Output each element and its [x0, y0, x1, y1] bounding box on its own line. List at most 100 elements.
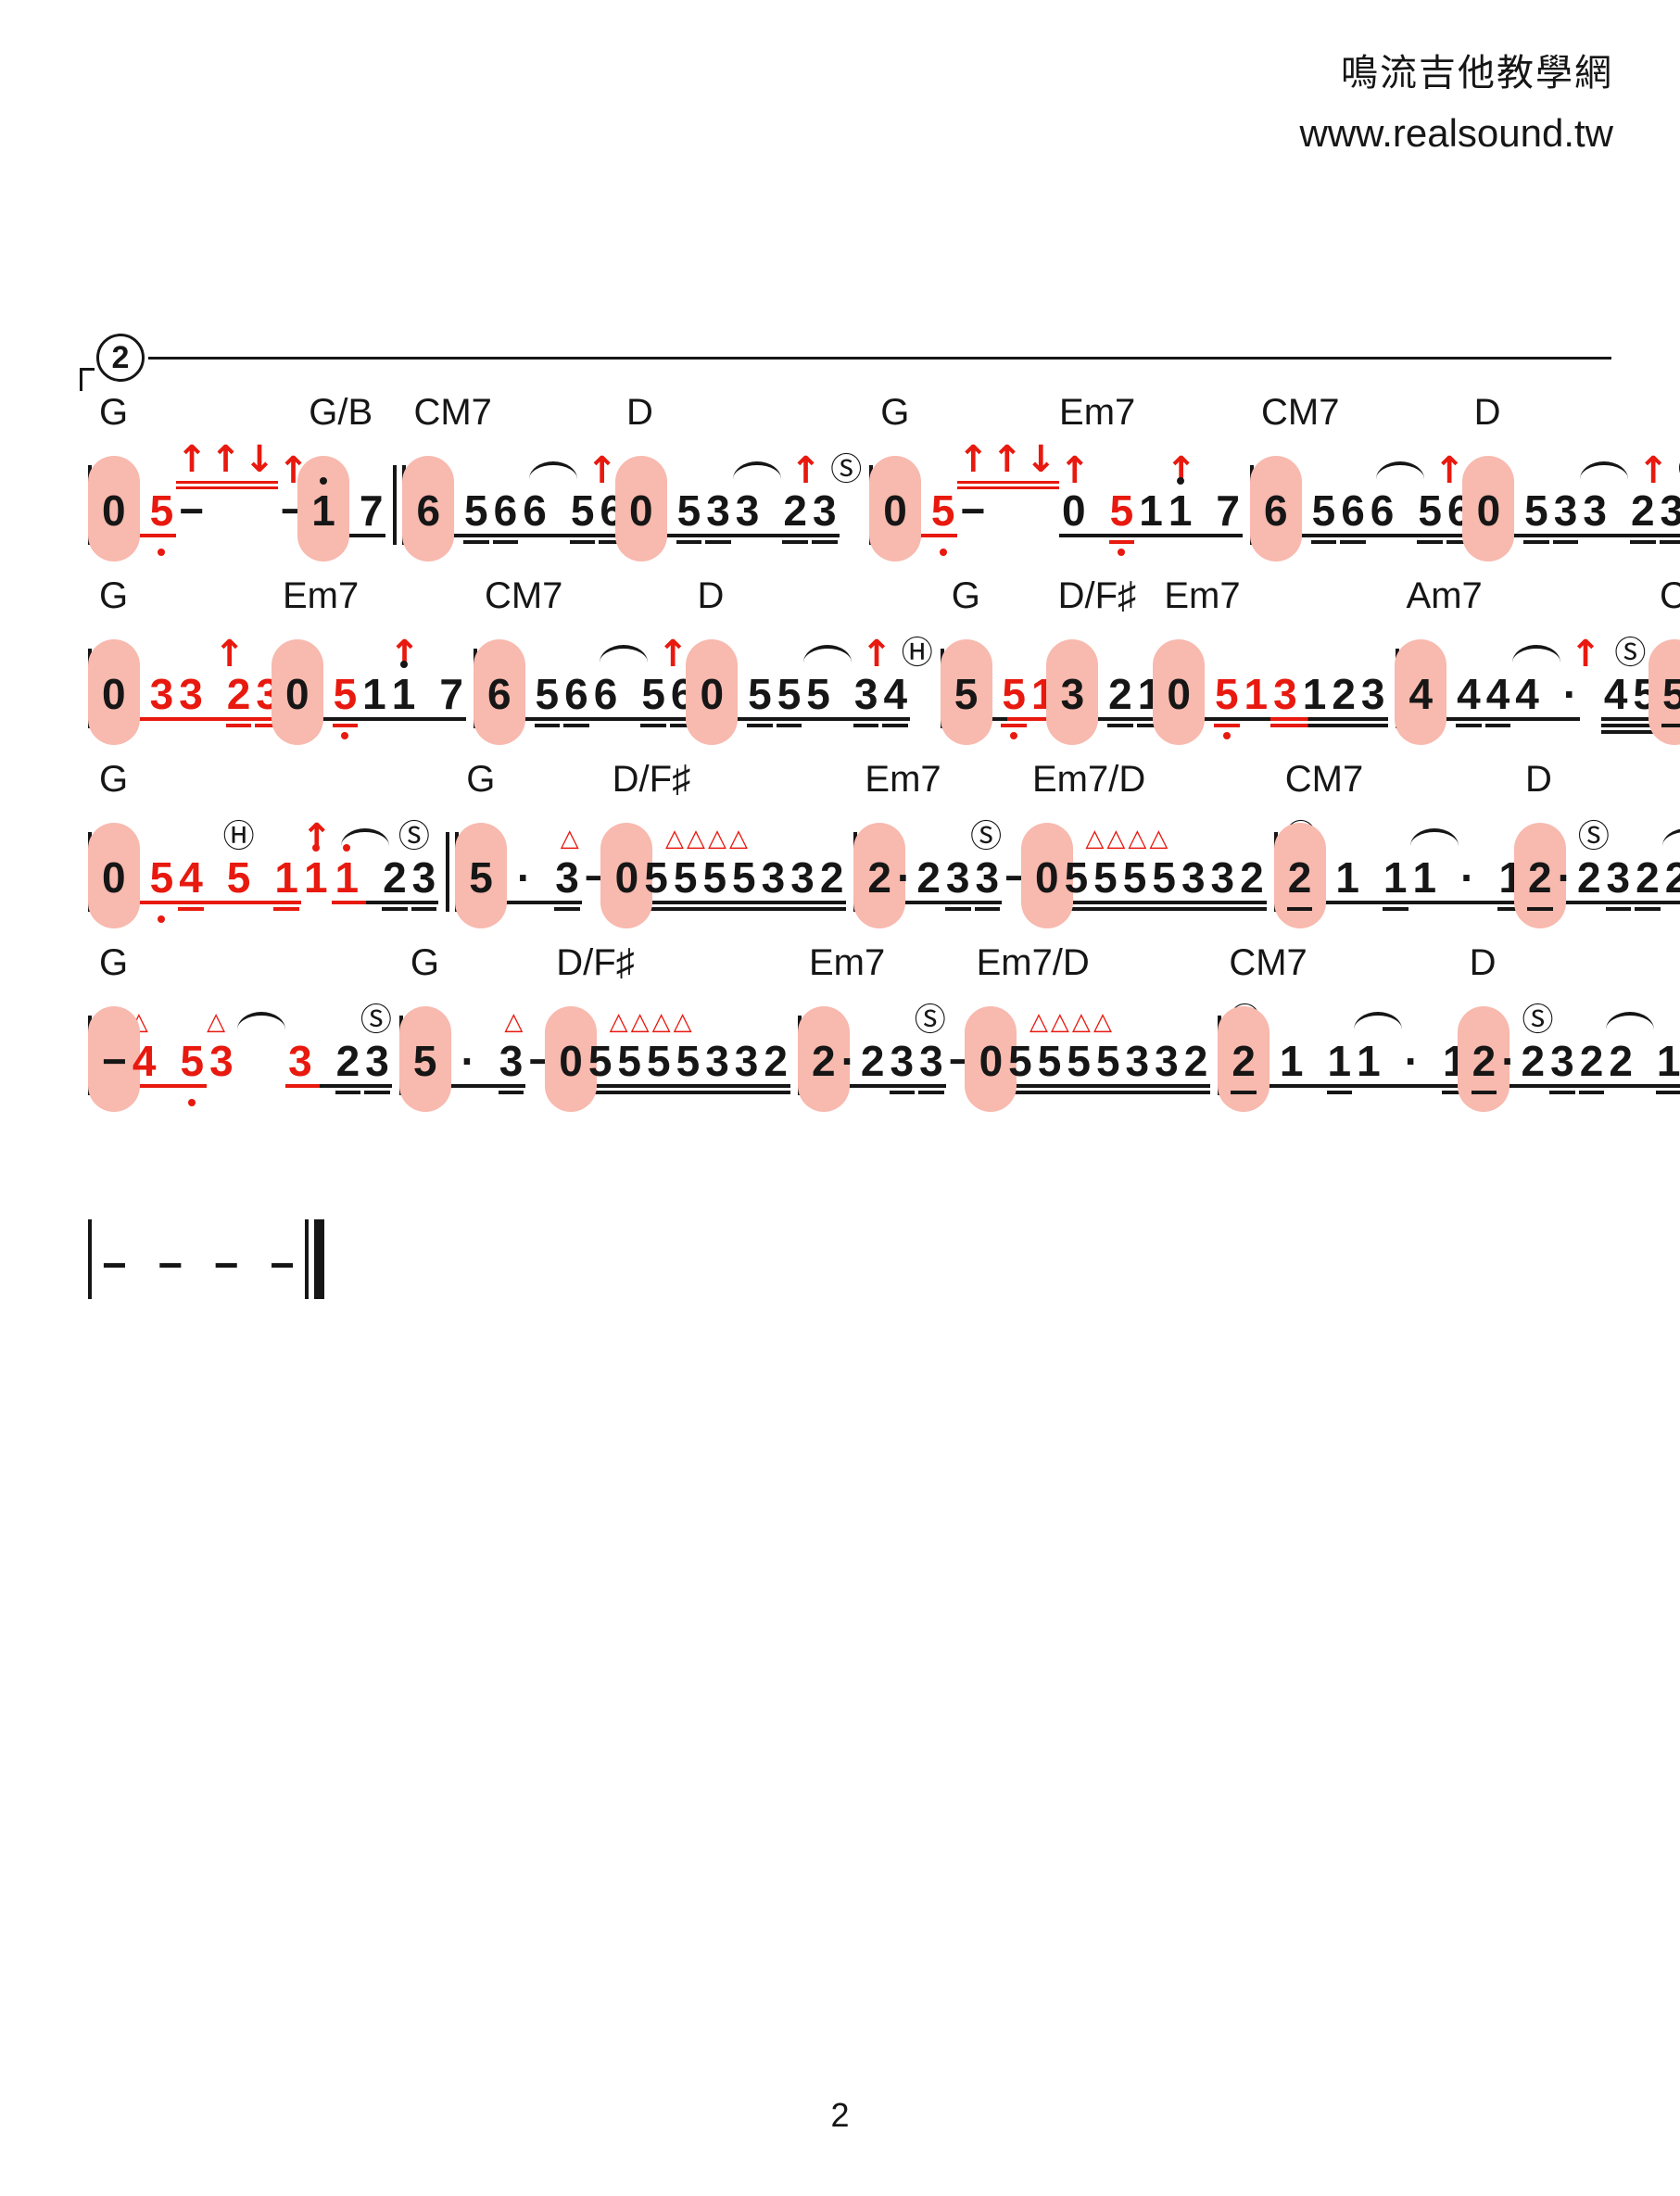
chord-label: D/F♯ — [1057, 575, 1137, 616]
note-digit: 1 — [332, 844, 361, 899]
note-digit: 0 — [1062, 486, 1086, 535]
note-digit: 3 — [734, 1037, 759, 1085]
note-digit: · — [461, 1037, 475, 1085]
beat-cell: ↑ 6 5 6 — [590, 571, 698, 732]
note-digit: 5 — [1152, 853, 1176, 902]
marks-row: △△△ — [1032, 808, 1149, 856]
beam-line — [1469, 1084, 1607, 1088]
note-digit: 3 — [810, 489, 840, 544]
note-digit: 5 — [1095, 1037, 1120, 1085]
note-digit: 0 — [626, 489, 656, 532]
octave-dot-below — [158, 549, 166, 556]
note-group: − — [176, 489, 207, 549]
note-digit: 1 — [362, 670, 386, 718]
beam-line — [1270, 717, 1388, 721]
note-digit: 3 — [1551, 489, 1581, 544]
note-digit: 5 — [147, 856, 177, 923]
note-digit: 2 — [860, 1037, 885, 1085]
beam-line — [729, 907, 847, 911]
note-digit: 7 — [359, 486, 384, 535]
note-digit: 5 — [676, 1037, 701, 1085]
beat-cell: ↑ 6 5 6 — [520, 387, 626, 549]
beam-line — [1229, 1084, 1355, 1088]
beam-line — [176, 717, 283, 721]
note-digit: 3 — [888, 1040, 917, 1094]
measure: G 5 5 1 D/F♯ 3 2 1 Em7 0 5 1 3 1 2 3 — [944, 571, 1396, 739]
final-barline — [305, 1219, 324, 1303]
chord-label: Em7 — [865, 759, 941, 800]
note-digit: 5 — [1093, 853, 1118, 902]
beam-line — [520, 534, 626, 537]
note-digit: 0 — [99, 856, 129, 899]
note-digit: 1 — [1335, 853, 1359, 902]
beam-line — [556, 1084, 674, 1088]
note-digit: 5 — [647, 1037, 671, 1085]
chord-label: D/F♯ — [612, 759, 691, 800]
beat-cell: Em7 Ⓢ 2 · 2 3 3 — [808, 938, 946, 1099]
note-digit: 3 — [552, 856, 582, 911]
page-number: 2 — [830, 2096, 850, 2134]
accent-triangle-icon: △ — [729, 825, 752, 852]
note-digit: 5 — [1037, 1037, 1062, 1085]
note-digit: 5 — [745, 673, 775, 727]
strum-pattern-icon: ↑↑↓ — [957, 441, 1060, 489]
octave-dot-below — [188, 1099, 196, 1106]
note-digit: 6 — [593, 670, 618, 718]
beat-cell: Ⓗ 4 5 1 — [176, 754, 301, 915]
marks-row: △ — [1149, 808, 1266, 856]
note-digit: 2 — [224, 673, 254, 727]
beat-cell: △ 3 — [207, 938, 286, 1099]
accent-triangle-icon: △ — [673, 1008, 695, 1036]
strum-up-arrow-icon: ↑ — [1637, 449, 1669, 492]
measure: G 0 3 ↑ 3 2 3 Em7 0 5 1 ↑ 1 7 — [92, 571, 474, 739]
note-digit: 0 — [1032, 856, 1062, 899]
strum-up-arrow-icon: ↑ — [1434, 449, 1465, 492]
note-digit: 4 — [1454, 673, 1484, 727]
accent-triangles-icon: △△△ — [1029, 1008, 1093, 1036]
marks-row — [99, 1195, 130, 1243]
marks-row: ↑ — [591, 625, 698, 673]
marks-row — [1270, 625, 1387, 673]
beam-line — [803, 717, 911, 721]
section-number-badge: 2 — [96, 334, 145, 382]
slur-icon — [803, 645, 853, 667]
chord-label: Em7/D — [976, 942, 1090, 983]
measure: G 0 5 ↑↑↓ − Em7 ↑ 0 5 1 ↑ 1 7 — [873, 387, 1250, 556]
beam-line — [729, 901, 847, 904]
beat-cell: D Ⓢ 2 · 2 3 2 — [1525, 754, 1662, 915]
beat-cell: D/F♯ △△△ 0 5 5 5 — [556, 938, 674, 1099]
note-digit: 4 — [176, 856, 206, 911]
beat-cell: CM7 6 5 6 — [1261, 387, 1368, 549]
note-digit: 2 — [1525, 856, 1555, 911]
beat-cell: Ⓢ 3 2 3 — [285, 938, 392, 1099]
octave-dot-below — [1118, 549, 1126, 556]
note-digit: 1 — [301, 844, 331, 899]
note-digit: 7 — [1216, 486, 1240, 535]
marks-row: △ — [411, 991, 526, 1040]
note-digit: 3 — [209, 1037, 234, 1085]
note-digit: 6 — [1370, 486, 1395, 535]
note-group: 211 — [1606, 1040, 1680, 1099]
note-digit: 5 — [1415, 489, 1445, 544]
note-group: 1 · 1 — [1409, 856, 1526, 915]
segno-icon: Ⓢ — [360, 1002, 392, 1039]
note-group: 1 — [301, 844, 331, 915]
note-digit: 0 — [698, 673, 727, 715]
marks-row: ↑ — [1512, 625, 1601, 673]
note-group: 1 · 1 — [1354, 1040, 1470, 1099]
beam-line — [413, 534, 521, 537]
note-digit: 1 — [272, 856, 301, 911]
note-digit: 5 — [331, 673, 360, 739]
note-digit: 4 — [880, 673, 910, 727]
octave-dot-above — [311, 844, 320, 852]
note-group: 213 — [1661, 856, 1680, 915]
chord-label: D/F♯ — [556, 942, 635, 983]
beam-line — [1409, 901, 1526, 904]
